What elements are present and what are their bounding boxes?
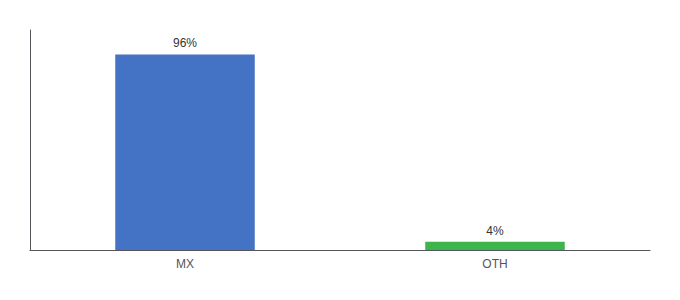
svg-text:96%: 96% — [173, 36, 197, 50]
svg-text:OTH: OTH — [482, 257, 507, 271]
svg-text:MX: MX — [176, 257, 194, 271]
svg-text:4%: 4% — [486, 224, 504, 238]
